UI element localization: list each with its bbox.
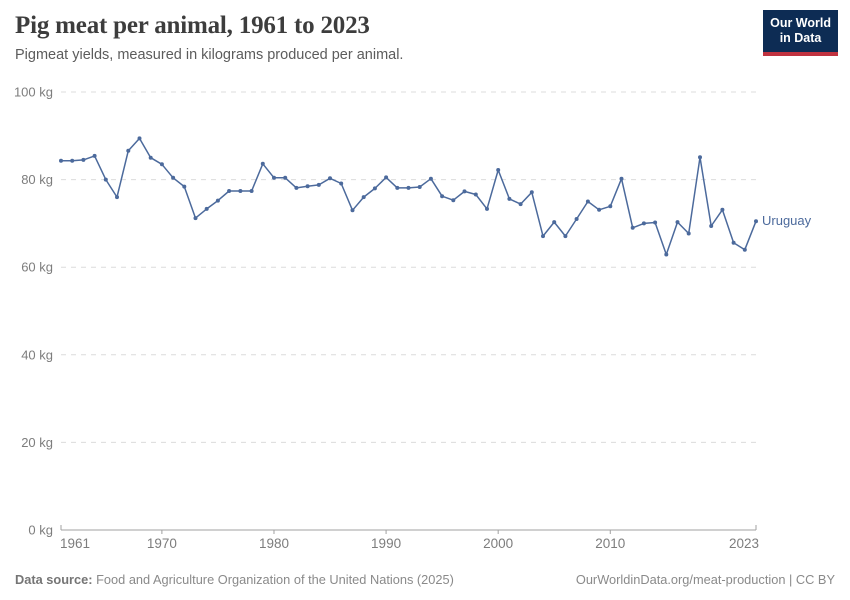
data-point[interactable] <box>664 252 669 257</box>
data-point[interactable] <box>215 198 220 203</box>
x-tick-label: 2000 <box>483 536 513 551</box>
x-tick-label: 2010 <box>595 536 625 551</box>
data-point[interactable] <box>294 185 299 190</box>
data-point[interactable] <box>496 168 501 172</box>
license-link[interactable]: OurWorldinData.org/meat-production | CC … <box>575 572 835 587</box>
data-point[interactable] <box>552 220 557 225</box>
data-point[interactable] <box>103 177 108 182</box>
data-point[interactable] <box>473 192 478 197</box>
y-tick-label: 40 kg <box>21 347 53 362</box>
data-point[interactable] <box>720 207 725 212</box>
data-point[interactable] <box>518 202 523 207</box>
data-point[interactable] <box>686 231 691 236</box>
data-point[interactable] <box>597 207 602 212</box>
data-point[interactable] <box>754 219 758 224</box>
data-point[interactable] <box>507 196 512 201</box>
data-point[interactable] <box>417 185 422 189</box>
data-point[interactable] <box>529 190 534 195</box>
series-label[interactable]: Uruguay <box>762 213 812 228</box>
data-point[interactable] <box>395 185 400 190</box>
data-point[interactable] <box>339 181 344 186</box>
data-point[interactable] <box>541 234 545 239</box>
data-point[interactable] <box>372 186 377 191</box>
data-point[interactable] <box>238 189 243 193</box>
data-point[interactable] <box>350 208 355 213</box>
logo-line2: in Data <box>779 31 822 46</box>
data-point[interactable] <box>675 220 680 225</box>
owid-logo[interactable]: Our World in Data <box>763 10 838 56</box>
data-point[interactable] <box>709 224 714 228</box>
y-tick-label: 20 kg <box>21 435 53 450</box>
data-point[interactable] <box>283 175 288 180</box>
data-point[interactable] <box>137 136 142 141</box>
data-point[interactable] <box>406 185 411 190</box>
data-point[interactable] <box>171 175 176 180</box>
data-point[interactable] <box>462 189 467 194</box>
data-point[interactable] <box>731 240 736 245</box>
trend-line[interactable] <box>61 137 757 256</box>
data-point[interactable] <box>563 234 568 239</box>
data-source: Data source: Food and Agriculture Organi… <box>15 572 454 587</box>
x-tick-label: 1970 <box>147 536 177 551</box>
chart-title: Pig meat per animal, 1961 to 2023 <box>15 12 370 39</box>
data-point[interactable] <box>204 206 209 211</box>
data-point[interactable] <box>384 175 389 180</box>
data-point[interactable] <box>249 189 254 193</box>
data-point[interactable] <box>148 155 153 160</box>
data-point[interactable] <box>316 182 321 187</box>
data-point[interactable] <box>328 176 332 181</box>
data-point[interactable] <box>619 176 624 181</box>
data-point[interactable] <box>428 176 433 181</box>
data-point[interactable] <box>585 199 590 204</box>
data-point[interactable] <box>227 189 232 193</box>
data-source-label: Data source: <box>15 572 93 587</box>
data-point[interactable] <box>272 175 276 180</box>
data-point[interactable] <box>70 158 75 163</box>
data-point[interactable] <box>630 225 635 230</box>
data-point[interactable] <box>260 161 265 166</box>
data-point[interactable] <box>698 155 702 160</box>
x-tick-label: 2023 <box>729 536 759 551</box>
y-tick-label: 100 kg <box>14 85 53 100</box>
y-tick-label: 60 kg <box>21 260 53 275</box>
chart-subtitle: Pigmeat yields, measured in kilograms pr… <box>15 47 404 63</box>
data-point[interactable] <box>193 216 198 221</box>
data-point[interactable] <box>92 153 97 158</box>
data-point[interactable] <box>641 221 646 226</box>
data-point[interactable] <box>742 247 747 252</box>
data-point[interactable] <box>115 195 119 200</box>
chart-footer: Data source: Food and Agriculture Organi… <box>15 572 835 587</box>
logo-line1: Our World <box>770 16 831 30</box>
data-point[interactable] <box>574 217 579 221</box>
data-point[interactable] <box>81 157 86 162</box>
data-point[interactable] <box>485 206 489 211</box>
data-source-text: Food and Agriculture Organization of the… <box>96 572 454 587</box>
x-tick-label: 1961 <box>60 536 90 551</box>
data-point[interactable] <box>126 148 131 153</box>
y-tick-label: 80 kg <box>21 172 53 187</box>
y-tick-label: 0 kg <box>28 523 53 538</box>
data-point[interactable] <box>608 204 613 209</box>
data-point[interactable] <box>159 162 164 167</box>
x-tick-label: 1980 <box>259 536 289 551</box>
data-point[interactable] <box>305 184 310 189</box>
data-point[interactable] <box>440 194 445 199</box>
data-point[interactable] <box>451 198 456 203</box>
x-tick-label: 1990 <box>371 536 401 551</box>
data-point[interactable] <box>361 195 366 200</box>
data-point[interactable] <box>653 220 658 225</box>
data-point[interactable] <box>59 158 63 163</box>
data-point[interactable] <box>182 184 187 189</box>
